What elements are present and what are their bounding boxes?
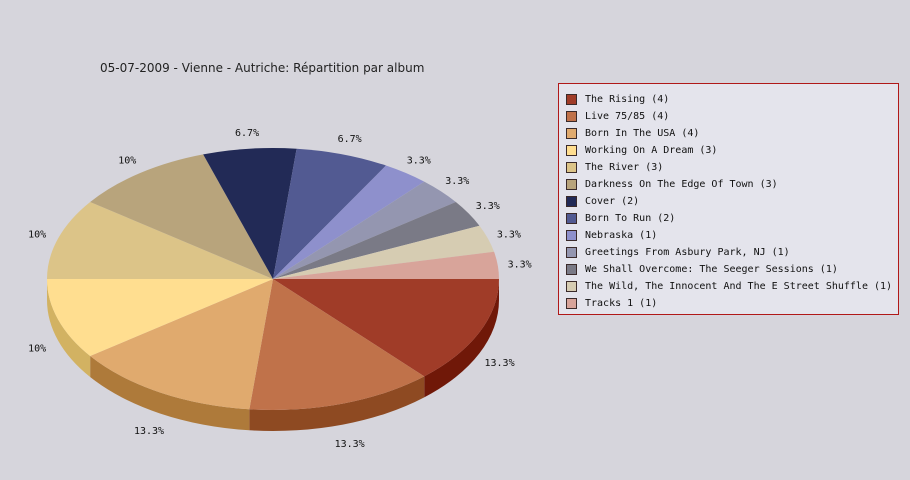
legend-item: Working On A Dream (3) — [566, 143, 717, 157]
pie-slice-10 — [273, 202, 480, 279]
pie-slice-side-0 — [424, 279, 499, 398]
pie-slice-7 — [273, 148, 386, 279]
pie-label-11: 3.3% — [497, 229, 521, 240]
legend-item: Cover (2) — [566, 194, 639, 208]
legend-label: Darkness On The Edge Of Town (3) — [585, 178, 778, 190]
legend-item: The Rising (4) — [566, 92, 669, 106]
legend-label: Live 75/85 (4) — [585, 110, 670, 122]
legend-label: Born To Run (2) — [585, 212, 676, 224]
pie-slice-8 — [273, 165, 425, 279]
legend-swatch — [566, 229, 577, 241]
chart-title: 05-07-2009 - Vienne - Autriche: Répartit… — [100, 61, 425, 75]
pie-label-6: 6.7% — [235, 128, 259, 139]
pie-slice-side-3 — [47, 279, 91, 377]
legend-label: The River (3) — [585, 161, 664, 173]
legend-swatch — [566, 110, 577, 122]
legend-item: We Shall Overcome: The Seeger Sessions (… — [566, 262, 838, 276]
legend-item: Darkness On The Edge Of Town (3) — [566, 177, 778, 191]
pie-label-2: 13.3% — [134, 426, 164, 437]
pie-label-4: 10% — [28, 229, 46, 240]
pie-slice-5 — [90, 154, 273, 279]
legend-swatch — [566, 246, 577, 258]
pie-label-8: 3.3% — [407, 155, 431, 166]
pie-label-0: 13.3% — [485, 358, 515, 369]
legend-item: The River (3) — [566, 160, 663, 174]
pie-label-5: 10% — [118, 155, 136, 166]
legend-swatch — [566, 178, 577, 190]
legend-label: Born In The USA (4) — [585, 127, 700, 139]
legend-swatch — [566, 263, 577, 275]
pie-slice-1 — [249, 279, 425, 410]
legend-item: Greetings From Asbury Park, NJ (1) — [566, 245, 790, 259]
legend-item: Born To Run (2) — [566, 211, 675, 225]
pie-label-9: 3.3% — [445, 176, 469, 187]
legend-item: Born In The USA (4) — [566, 126, 699, 140]
pie-slice-12 — [273, 251, 499, 279]
pie-label-3: 10% — [28, 344, 46, 355]
pie-label-12: 3.3% — [508, 260, 532, 271]
legend-label: Nebraska (1) — [585, 229, 658, 241]
legend-label: Tracks 1 (1) — [585, 297, 658, 309]
pie-slice-2 — [90, 279, 273, 410]
legend: The Rising (4) Live 75/85 (4) Born In The … — [558, 83, 899, 315]
legend-swatch — [566, 127, 577, 139]
pie-slice-0 — [273, 279, 499, 377]
pie-slice-11 — [273, 225, 495, 279]
pie-slice-6 — [203, 148, 297, 279]
pie-slice-4 — [47, 202, 273, 279]
pie-slice-9 — [273, 181, 456, 279]
legend-label: The Wild, The Innocent And The E Street … — [585, 280, 893, 292]
pie-label-1: 13.3% — [335, 439, 365, 450]
legend-swatch — [566, 212, 577, 224]
legend-swatch — [566, 93, 577, 105]
legend-label: The Rising (4) — [585, 93, 670, 105]
legend-swatch — [566, 144, 577, 156]
legend-item: Nebraska (1) — [566, 228, 657, 242]
pie-slice-side-1 — [249, 376, 425, 431]
legend-swatch — [566, 195, 577, 207]
legend-label: We Shall Overcome: The Seeger Sessions (… — [585, 263, 838, 275]
pie-label-7: 6.7% — [338, 134, 362, 145]
legend-swatch — [566, 161, 577, 173]
legend-swatch — [566, 280, 577, 292]
legend-label: Working On A Dream (3) — [585, 144, 718, 156]
pie-slice-3 — [47, 279, 273, 356]
pie-slice-side-2 — [90, 355, 250, 431]
legend-item: Tracks 1 (1) — [566, 296, 657, 310]
pie-label-10: 3.3% — [476, 201, 500, 212]
legend-item: Live 75/85 (4) — [566, 109, 669, 123]
legend-swatch — [566, 297, 577, 309]
legend-item: The Wild, The Innocent And The E Street … — [566, 279, 892, 293]
legend-label: Greetings From Asbury Park, NJ (1) — [585, 246, 790, 258]
legend-label: Cover (2) — [585, 195, 640, 207]
